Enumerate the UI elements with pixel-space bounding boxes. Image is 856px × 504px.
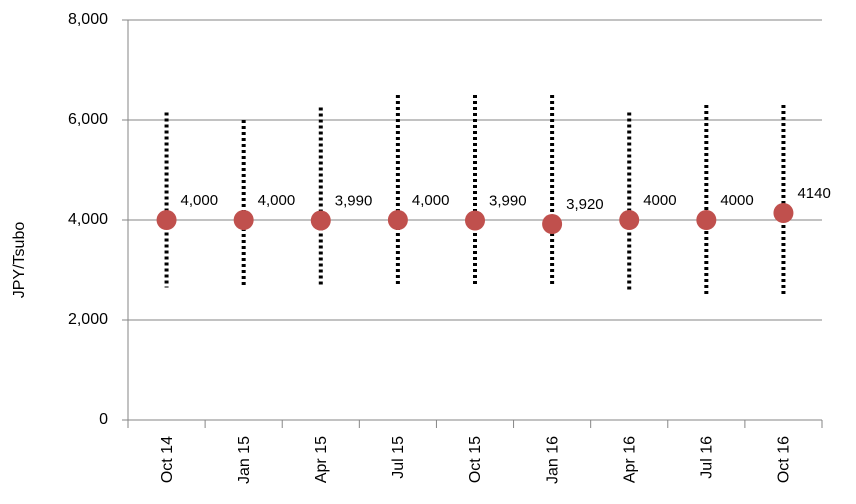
point (310, 210, 331, 231)
value-label: 4000 (643, 192, 676, 209)
y-tick-label: 2,000 (68, 311, 108, 328)
value-label: 3,920 (566, 196, 604, 213)
value-label: 4,000 (412, 192, 450, 209)
value-label: 4,000 (258, 192, 296, 209)
y-tick-label: 0 (99, 411, 108, 428)
point (619, 210, 640, 230)
x-tick-label: Jul 15 (390, 436, 407, 479)
point (465, 210, 485, 231)
y-tick-label: 8,000 (68, 11, 108, 28)
value-label: 4000 (720, 192, 753, 209)
value-label: 3,990 (335, 192, 373, 209)
point (542, 214, 563, 234)
x-tick-label: Oct 14 (159, 436, 176, 483)
value-label: 4,000 (181, 192, 219, 209)
x-tick-label: Apr 15 (313, 436, 330, 483)
value-label: 4140 (797, 185, 830, 202)
x-tick-label: Oct 16 (776, 436, 793, 483)
x-tick-label: Jan 16 (544, 436, 561, 484)
y-tick-label: 4,000 (68, 211, 108, 228)
point (773, 203, 794, 223)
value-label: 3,990 (489, 192, 527, 209)
point (387, 210, 408, 230)
x-tick-label: Jul 16 (699, 436, 716, 479)
x-tick-label: Apr 16 (621, 436, 638, 483)
point (696, 210, 717, 230)
y-axis-label: JPY/Tsubo (11, 222, 28, 299)
x-tick-label: Jan 15 (236, 436, 253, 484)
point (156, 210, 177, 230)
y-tick-label: 6,000 (68, 111, 108, 128)
point (233, 210, 254, 230)
x-tick-label: Oct 15 (467, 436, 484, 483)
